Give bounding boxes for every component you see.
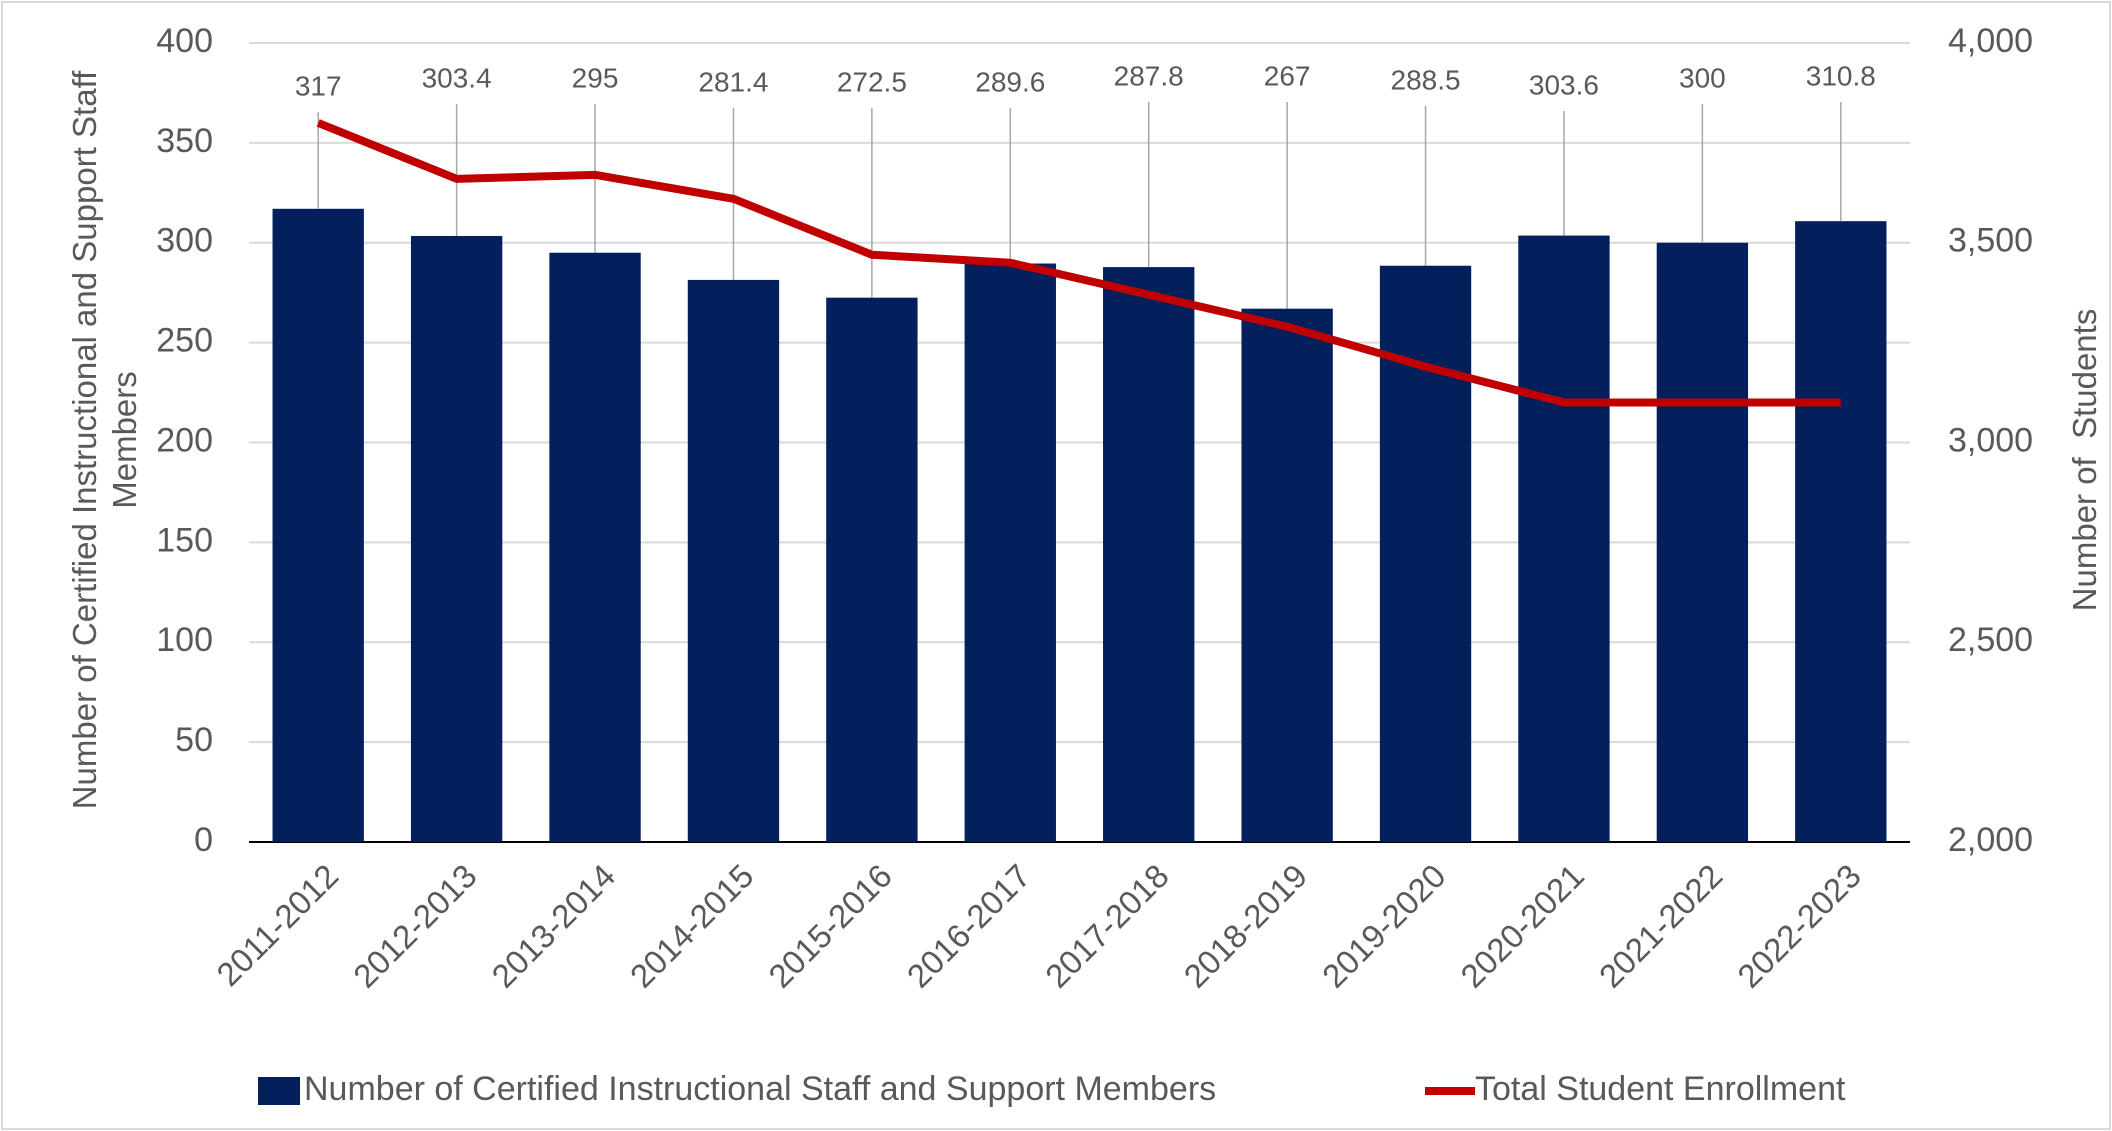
x-tick-label: 2014-2015 (623, 857, 761, 995)
data-label: 303.6 (1529, 69, 1599, 100)
x-tick-label: 2022-2023 (1730, 857, 1868, 995)
x-tick-label: 2020-2021 (1453, 857, 1591, 995)
y2-tick-label: 4,000 (1948, 22, 2033, 60)
y-tick-label: 50 (175, 721, 213, 759)
data-label: 300 (1679, 62, 1726, 93)
bar (1795, 221, 1887, 842)
x-tick-label: 2021-2022 (1592, 857, 1730, 995)
y2-axis-title: Number of Students (2066, 308, 2103, 612)
y2-tick-label: 3,500 (1948, 222, 2033, 260)
y-tick-label: 250 (156, 322, 213, 360)
y-tick-label: 150 (156, 521, 213, 559)
legend-label: Total Student Enrollment (1475, 1070, 1846, 1108)
y2-tick-label: 2,000 (1948, 821, 2033, 859)
bar (1103, 267, 1195, 842)
data-label: 272.5 (837, 66, 907, 97)
legend-label: Number of Certified Instructional Staff … (304, 1070, 1216, 1108)
data-label: 267 (1264, 60, 1311, 91)
y2-tick-label: 2,500 (1948, 621, 2033, 659)
bar (549, 252, 641, 843)
x-tick-label: 2018-2019 (1176, 857, 1314, 995)
bar (410, 235, 503, 842)
data-label: 281.4 (698, 66, 768, 97)
x-tick-label: 2016-2017 (900, 857, 1038, 995)
x-tick-label: 2017-2018 (1038, 857, 1176, 995)
bar (1656, 242, 1749, 842)
data-label: 317 (295, 70, 342, 101)
x-tick-label: 2012-2013 (346, 857, 484, 995)
line (316, 119, 1841, 407)
data-label: 287.8 (1114, 60, 1184, 91)
data-label: 289.6 (975, 66, 1045, 97)
x-tick-label: 2019-2020 (1315, 857, 1453, 995)
y-axis-title: Number of Certified Instructional and Su… (66, 70, 143, 810)
bar (1518, 235, 1610, 842)
y-tick-label: 200 (156, 421, 213, 459)
bar (687, 279, 780, 842)
y-tick-label: 300 (156, 222, 213, 260)
data-label: 310.8 (1806, 60, 1876, 91)
data-label: 303.4 (422, 62, 492, 93)
bar (826, 297, 918, 842)
x-tick-label: 2011-2012 (209, 857, 345, 993)
bar (1379, 265, 1472, 842)
x-tick-label: 2015-2016 (761, 857, 899, 995)
x-tick-label: 2013-2014 (484, 857, 622, 995)
y-tick-label: 350 (156, 122, 213, 160)
y2-tick-label: 3,000 (1948, 421, 2033, 459)
y-tick-label: 0 (194, 821, 213, 859)
bar (964, 263, 1056, 842)
y-tick-label: 100 (156, 621, 213, 659)
data-label: 295 (572, 62, 619, 93)
legend-swatch (258, 1077, 300, 1105)
bar (1241, 308, 1333, 843)
data-label: 288.5 (1391, 64, 1461, 95)
bar (272, 208, 364, 843)
y-tick-label: 400 (156, 22, 213, 60)
